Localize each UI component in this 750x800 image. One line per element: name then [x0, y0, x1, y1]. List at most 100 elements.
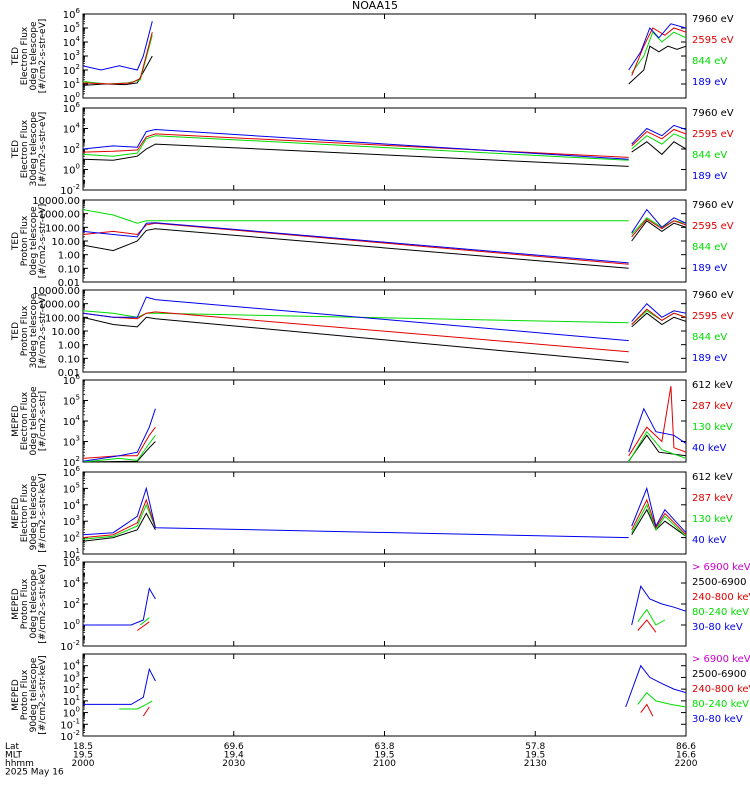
series-line — [631, 218, 686, 238]
series-line — [628, 386, 686, 457]
series-line — [119, 700, 153, 710]
x-row-label: hhmm — [5, 759, 34, 769]
chart-title: NOAA15 — [351, 0, 399, 12]
legend-entry: 130 keV — [692, 422, 733, 433]
legend-entry: 80-240 keV — [692, 699, 749, 710]
y-tick-label: 103 — [63, 670, 80, 684]
series-line — [631, 208, 686, 234]
series-line — [83, 310, 629, 324]
legend-entry: 612 keV — [692, 380, 733, 391]
y-tick-label: 104 — [63, 659, 81, 673]
x-tick-label: 19.5 — [73, 751, 93, 761]
y-tick-label: 100 — [63, 163, 80, 177]
series-line — [631, 498, 686, 536]
series-line — [83, 426, 156, 459]
x-tick-label: 2000 — [72, 759, 95, 769]
x-tick-label: 19.4 — [224, 751, 244, 761]
legend-entry: 189 eV — [692, 353, 727, 364]
y-tick-label: 10-1 — [60, 717, 80, 731]
y-tick-label: 102 — [63, 682, 80, 696]
y-tick-label: 104 — [63, 576, 81, 590]
x-tick-label: 2100 — [373, 759, 396, 769]
series-line — [637, 691, 686, 708]
legend-entry: 7960 eV — [692, 108, 734, 119]
y-tick-label: 1000.00 — [39, 300, 80, 311]
legend-entry: 844 eV — [692, 56, 727, 67]
y-tick-label: 1.00 — [58, 341, 80, 352]
y-tick-label: 0.01 — [58, 278, 80, 289]
legend-entry: 7960 eV — [692, 14, 734, 25]
legend-entry: 130 keV — [692, 514, 733, 525]
legend-entry: 844 eV — [692, 242, 727, 253]
series-line — [631, 503, 686, 537]
y-tick-label: 106 — [63, 555, 81, 569]
panel-frame — [82, 379, 687, 463]
y-tick-label: 100 — [63, 91, 80, 105]
legend-entry: 844 eV — [692, 332, 727, 343]
x-tick-label: 69.6 — [224, 742, 244, 752]
legend-entry: 2500-6900 — [692, 669, 747, 680]
series-line — [83, 143, 629, 167]
legend-entry: > 6900 keV — [692, 562, 750, 573]
legend-entry: 2595 eV — [692, 129, 734, 140]
y-tick-label: 102 — [63, 597, 80, 611]
y-tick-label: 10000.00 — [32, 286, 80, 297]
series-line — [625, 664, 686, 708]
series-line — [631, 128, 686, 147]
legend-entry: 30-80 keV — [692, 714, 743, 725]
series-line — [83, 311, 629, 353]
y-tick-label: 106 — [63, 7, 81, 21]
y-tick-label: 100.00 — [45, 223, 80, 234]
series-line — [631, 302, 686, 322]
legend-entry: 287 keV — [692, 401, 733, 412]
legend-entry: 240-800 keV — [692, 684, 750, 695]
y-axis-label: TEDElectron Flux30deg telescope[#/cm2-s-… — [11, 111, 48, 186]
x-row-label: MLT — [5, 751, 23, 761]
x-tick-label: 86.6 — [676, 742, 696, 752]
series-line — [637, 619, 657, 633]
series-line — [83, 209, 629, 224]
y-axis-label: MEPEDElectron Flux0deg telescope[#/cm2-s… — [11, 386, 48, 456]
series-line — [628, 430, 686, 462]
y-tick-label: 105 — [63, 21, 80, 35]
legend-entry: 80-240 keV — [692, 607, 749, 618]
series-line — [631, 124, 686, 145]
panel-frame — [82, 653, 687, 737]
legend-entry: 287 keV — [692, 493, 733, 504]
y-tick-label: 106 — [63, 101, 81, 115]
y-tick-label: 105 — [63, 394, 80, 408]
x-tick-label: 2030 — [222, 759, 245, 769]
y-tick-label: 101 — [63, 694, 80, 708]
y-tick-label: 103 — [63, 514, 80, 528]
x-tick-label: 19.5 — [525, 751, 545, 761]
y-tick-label: 100.00 — [45, 313, 80, 324]
series-line — [628, 407, 686, 453]
series-line — [628, 23, 686, 71]
y-tick-label: 106 — [63, 465, 81, 479]
x-row-label: Lat — [5, 742, 20, 752]
y-tick-label: 0.10 — [58, 354, 80, 365]
series-line — [83, 441, 156, 462]
legend-entry: > 6900 keV — [692, 654, 750, 665]
legend-entry: 30-80 keV — [692, 622, 743, 633]
x-tick-label: 16.6 — [676, 751, 696, 761]
y-tick-label: 102 — [63, 142, 80, 156]
legend-entry: 844 eV — [692, 150, 727, 161]
series-line — [83, 135, 629, 161]
y-tick-label: 10-2 — [60, 183, 80, 197]
series-line — [83, 486, 629, 539]
series-line — [631, 133, 686, 150]
y-tick-label: 10.00 — [51, 327, 80, 338]
panel-frame — [82, 107, 687, 191]
x-tick-label: 18.5 — [73, 742, 93, 752]
series-line — [83, 21, 153, 71]
legend-entry: 612 keV — [692, 472, 733, 483]
panel-frame — [82, 471, 687, 555]
y-tick-label: 100 — [63, 706, 80, 720]
series-line — [631, 141, 686, 156]
y-axis-label: MEPEDProton Flux90deg telescope[#/cm2-s-… — [11, 655, 48, 734]
series-line — [142, 706, 150, 717]
y-tick-label: 10.00 — [51, 237, 80, 248]
series-line — [631, 27, 686, 76]
